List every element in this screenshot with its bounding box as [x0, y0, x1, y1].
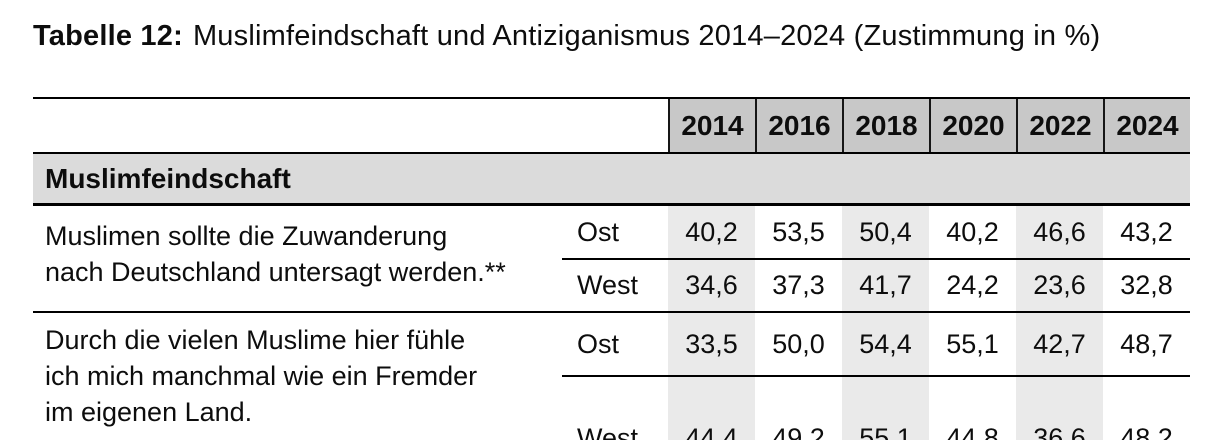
- value-cell: 34,6: [668, 258, 755, 311]
- table-caption: Tabelle 12: Muslimfeindschaft und Antizig…: [33, 20, 1100, 53]
- question-text: Muslimen sollte die Zuwanderung nach Deu…: [33, 206, 562, 311]
- value-cell: 41,7: [842, 258, 929, 311]
- question-line: Muslimen sollte die Zuwanderung: [45, 221, 448, 251]
- question-line: nach Deutschland untersagt werden.**: [45, 257, 506, 287]
- header-blank-cell: [33, 99, 668, 152]
- year-header-cell: 2018: [842, 99, 929, 152]
- value-cell: 44,8: [929, 375, 1016, 440]
- region-label-ost: Ost: [577, 328, 620, 359]
- value-cell: 42,7: [1016, 313, 1103, 375]
- region-label-ost: Ost: [577, 216, 620, 247]
- question-line: ich mich manchmal wie ein Fremder: [45, 361, 478, 391]
- region-label-west: West: [562, 375, 668, 440]
- value-cell: 49,2: [755, 375, 842, 440]
- value-cell: 32,8: [1103, 258, 1190, 311]
- year-header-cell: 2020: [929, 99, 1016, 152]
- value-cell: 48,2: [1103, 375, 1190, 440]
- table-caption-text: Muslimfeindschaft und Antiziganismus 201…: [192, 20, 1101, 52]
- value-cell: 55,1: [842, 375, 929, 440]
- year-header-cell: 2016: [755, 99, 842, 152]
- value-cell: 48,7: [1120, 328, 1173, 359]
- value-cell: 40,2: [946, 216, 999, 247]
- value-cell: 55,1: [946, 328, 999, 359]
- question-line: im eigenen Land.: [45, 397, 253, 427]
- question-text: Durch die vielen Muslime hier fühle ich …: [33, 313, 562, 440]
- value-cell: 23,6: [1016, 258, 1103, 311]
- section-header: Muslimfeindschaft: [33, 154, 1190, 206]
- table-caption-number: Tabelle 12:: [33, 20, 183, 52]
- value-cell: 37,3: [755, 258, 842, 311]
- value-cell: 44,4: [668, 375, 755, 440]
- value-cell: 24,2: [929, 258, 1016, 311]
- value-cell: 33,5: [668, 313, 755, 375]
- value-cell: 46,6: [1016, 206, 1103, 258]
- year-header-cell: 2024: [1103, 99, 1190, 152]
- value-cell: 50,0: [772, 328, 825, 359]
- year-header-cell: 2014: [668, 99, 755, 152]
- value-cell: 43,2: [1120, 216, 1173, 247]
- question-group: Muslimen sollte die Zuwanderung nach Deu…: [33, 206, 1190, 311]
- value-cell: 53,5: [772, 216, 825, 247]
- year-header-cell: 2022: [1016, 99, 1103, 152]
- region-label-west: West: [562, 258, 668, 311]
- value-cell: 36,6: [1016, 375, 1103, 440]
- question-line: Durch die vielen Muslime hier fühle: [45, 325, 466, 355]
- data-table: 2014 2016 2018 2020 2022 2024 Muslimfein…: [33, 97, 1190, 440]
- value-cell: 54,4: [842, 313, 929, 375]
- table-header-row: 2014 2016 2018 2020 2022 2024: [33, 99, 1190, 154]
- value-cell: 50,4: [842, 206, 929, 258]
- question-group: Durch die vielen Muslime hier fühle ich …: [33, 311, 1190, 440]
- value-cell: 40,2: [668, 206, 755, 258]
